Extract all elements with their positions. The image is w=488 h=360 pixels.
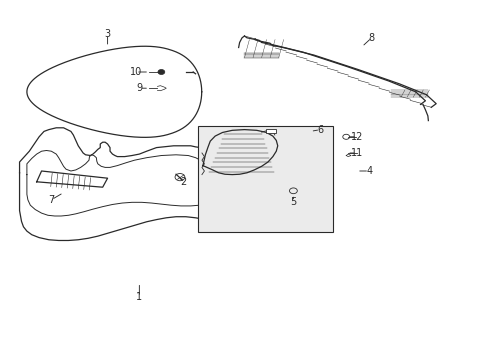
Text: 11: 11 [350, 148, 363, 158]
Text: 12: 12 [350, 132, 363, 142]
Text: 3: 3 [104, 29, 110, 39]
Text: 1: 1 [136, 292, 142, 302]
Circle shape [158, 69, 164, 75]
Text: 8: 8 [368, 33, 374, 43]
Text: 4: 4 [366, 166, 371, 176]
Text: 2: 2 [180, 177, 186, 187]
Text: 6: 6 [317, 125, 323, 135]
Bar [198, 126, 332, 232]
Text: 7: 7 [48, 195, 54, 205]
Text: 10: 10 [129, 67, 142, 77]
Text: 9: 9 [136, 83, 142, 93]
Text: 5: 5 [290, 197, 296, 207]
Bar [265, 129, 276, 133]
